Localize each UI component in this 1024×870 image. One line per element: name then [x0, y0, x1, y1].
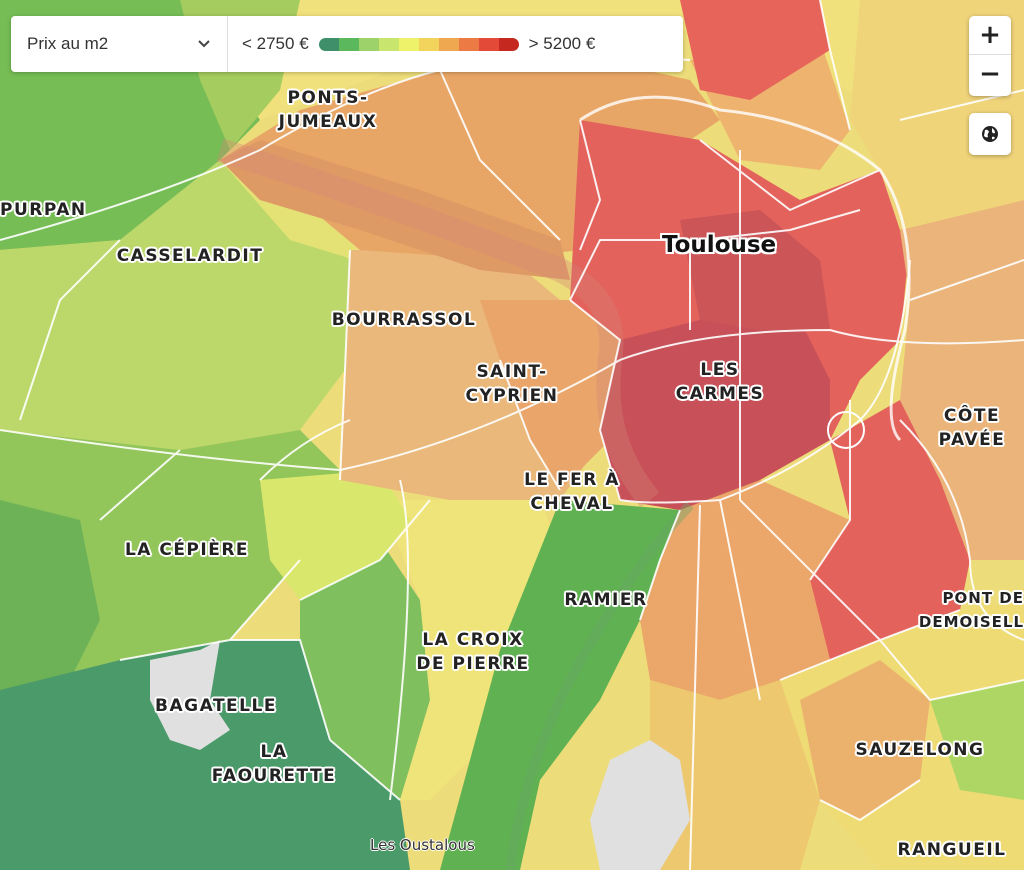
scale-max-label: > 5200 € [528, 34, 596, 53]
zone-light-yellow-green [260, 470, 410, 600]
district-label-la-croix-de-pierre: LA CROIX DE PIERRE [416, 630, 530, 674]
river-garonne [216, 138, 660, 508]
district-label-cote-pavee: CÔTE PAVÉE [938, 406, 1006, 450]
zoom-controls: + − [969, 16, 1011, 96]
zone-casselardit [0, 160, 350, 450]
district-label-bagatelle: BAGATELLE [155, 696, 277, 716]
district-label-casselardit: CASSELARDIT [116, 246, 264, 266]
district-label-le-fer-a-cheval: LE FER À CHEVAL [524, 470, 620, 514]
zoom-out-button[interactable]: − [979, 59, 1001, 89]
district-label-purpan: PURPAN [0, 200, 87, 220]
ring-boulevard [579, 95, 911, 442]
district-label-rangueil: RANGUEIL [897, 840, 1007, 860]
metric-select-label: Prix au m2 [27, 34, 109, 53]
zone-canal-band [220, 140, 570, 280]
district-label-saint-cyprien: SAINT- CYPRIEN [465, 362, 559, 406]
zone-cote-pavee [900, 200, 1024, 560]
scale-swatch [418, 37, 439, 51]
chevron-down-icon [198, 40, 210, 48]
zone-bagatelle [0, 640, 410, 870]
scale-swatch [498, 37, 519, 51]
zone-les-carmes [600, 320, 830, 510]
scale-swatch [438, 37, 459, 51]
globe-control [969, 113, 1011, 155]
zone-saint-cyprien [480, 300, 620, 490]
scale-color-bar [318, 37, 519, 51]
district-label-la-faourette: LA FAOURETTE [211, 742, 337, 786]
scale-min-label: < 2750 € [242, 34, 309, 53]
place-label-les-oustalous: Les Oustalous [370, 836, 475, 854]
roundabout [827, 411, 865, 449]
legend-panel: Prix au m2 < 2750 € > 5200 € [11, 16, 683, 72]
scale-swatch [458, 37, 479, 51]
city-label-toulouse: Toulouse [662, 232, 777, 258]
zone-ramier [440, 500, 680, 870]
district-label-la-cepiere: LA CÉPIÈRE [124, 540, 250, 560]
river-south [505, 501, 694, 870]
scale-swatch [338, 37, 359, 51]
district-label-sauzelong: SAUZELONG [855, 740, 985, 760]
metric-select[interactable]: Prix au m2 [11, 16, 228, 72]
zone-la-cepiere-west [0, 500, 100, 710]
globe-icon [982, 126, 998, 142]
district-label-bourrassol: BOURRASSOL [331, 310, 477, 330]
district-label-ramier: RAMIER [564, 590, 648, 610]
zoom-in-button[interactable]: + [969, 16, 1011, 55]
district-label-ponts-jumeaux: PONTS- JUMEAUX [278, 88, 378, 132]
scale-swatch [478, 37, 499, 51]
zone-south-orange [640, 480, 850, 700]
scale-swatch [378, 37, 399, 51]
district-label-les-carmes: LES CARMES [675, 360, 765, 404]
scale-swatch [398, 37, 419, 51]
zone-rangueil-green [930, 680, 1024, 800]
zone-northeast-red [680, 0, 830, 100]
zone-southeast-orange [800, 660, 930, 820]
zone-capitole [680, 210, 830, 330]
zone-la-croix-de-pierre [380, 500, 560, 800]
globe-button[interactable] [969, 113, 1011, 155]
scale-swatch [318, 37, 339, 51]
district-label-pont-des-demoiselles: PONT DE DEMOISELL [918, 589, 1024, 631]
price-scale: < 2750 € > 5200 € [228, 34, 595, 54]
scale-swatch [358, 37, 379, 51]
zone-south-gray [590, 740, 690, 870]
zone-bagatelle-gray [150, 640, 230, 750]
